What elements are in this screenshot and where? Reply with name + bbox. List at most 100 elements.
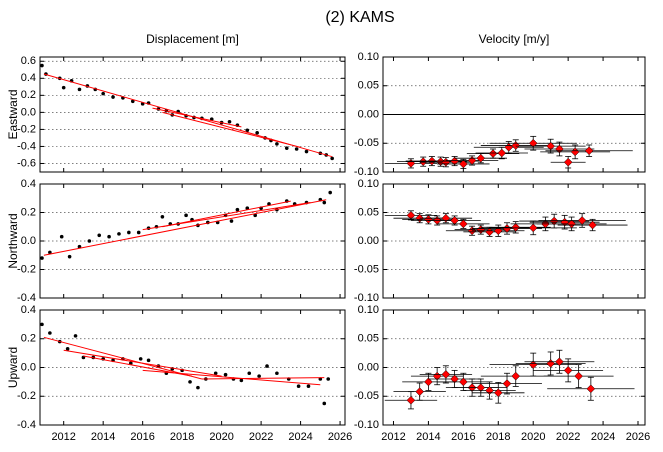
x-tick-label: 2024 bbox=[288, 431, 312, 443]
y-tick-label: -0.05 bbox=[354, 263, 379, 275]
x-tick-label: 2018 bbox=[486, 431, 510, 443]
x-tick-label: 2026 bbox=[626, 431, 650, 443]
data-point bbox=[265, 364, 269, 368]
fit-line bbox=[201, 377, 325, 380]
y-tick-label: 0.6 bbox=[21, 55, 36, 67]
data-point bbox=[65, 347, 70, 351]
plot-frame bbox=[39, 309, 346, 426]
velocity-marker bbox=[549, 216, 559, 226]
data-point bbox=[160, 214, 165, 219]
velocity-marker bbox=[588, 220, 597, 230]
fit-line bbox=[162, 111, 301, 148]
data-point bbox=[245, 128, 250, 133]
x-tick-label: 2022 bbox=[249, 431, 273, 443]
plot-frame bbox=[382, 56, 646, 173]
data-point bbox=[59, 234, 64, 239]
data-point bbox=[330, 156, 334, 161]
velocity-marker bbox=[458, 377, 468, 387]
y-tick-label: 0.0 bbox=[21, 361, 36, 373]
data-point bbox=[255, 131, 259, 135]
plot-frame bbox=[382, 183, 646, 299]
plot-frame bbox=[382, 309, 646, 426]
x-tick-label: 2020 bbox=[209, 431, 233, 443]
velocity-marker bbox=[563, 366, 573, 375]
fit-line bbox=[152, 107, 242, 128]
data-point bbox=[40, 256, 44, 260]
data-point bbox=[77, 244, 82, 249]
velocity-marker bbox=[493, 388, 503, 398]
velocity-marker bbox=[488, 149, 498, 158]
y-tick-label: 0.0 bbox=[21, 106, 36, 118]
y-tick-label: -0.05 bbox=[354, 137, 379, 149]
x-tick-label: 2026 bbox=[328, 431, 352, 443]
y-tick-label: 0.4 bbox=[21, 72, 36, 84]
velocity-marker bbox=[586, 384, 596, 394]
data-point bbox=[111, 95, 115, 99]
y-axis-label: Eastward bbox=[6, 89, 20, 139]
y-tick-label: 0.05 bbox=[358, 333, 379, 345]
data-point bbox=[253, 213, 257, 218]
y-axis-label: Northward bbox=[6, 213, 20, 268]
velocity-marker bbox=[441, 370, 451, 379]
data-point bbox=[322, 200, 327, 205]
data-point bbox=[136, 230, 141, 235]
velocity-marker bbox=[584, 146, 594, 156]
velocity-marker bbox=[450, 374, 459, 384]
velocity-marker bbox=[577, 216, 587, 225]
data-point bbox=[40, 63, 44, 68]
data-point bbox=[296, 384, 301, 388]
y-tick-label: 0.2 bbox=[21, 89, 36, 101]
velocity-marker bbox=[528, 223, 538, 233]
data-point bbox=[306, 384, 311, 388]
velocity-marker bbox=[555, 357, 564, 367]
data-point bbox=[77, 87, 82, 92]
velocity-marker bbox=[450, 156, 459, 166]
data-point bbox=[138, 357, 143, 361]
y-tick-label: 0.00 bbox=[358, 235, 379, 247]
data-point bbox=[227, 119, 232, 124]
data-point bbox=[48, 331, 52, 335]
x-tick-label: 2014 bbox=[416, 431, 440, 443]
y-tick-label: 0.05 bbox=[358, 206, 379, 218]
data-point bbox=[117, 232, 121, 236]
x-tick-label: 2016 bbox=[451, 431, 475, 443]
data-point bbox=[196, 385, 200, 390]
y-tick-label: 0.4 bbox=[21, 178, 36, 190]
figure-title: (2) KAMS bbox=[325, 9, 394, 26]
data-point bbox=[40, 322, 44, 327]
data-point bbox=[213, 371, 218, 376]
y-tick-label: 0.00 bbox=[358, 361, 379, 373]
y-tick-label: 0.10 bbox=[358, 178, 379, 190]
velocity-marker bbox=[476, 153, 486, 163]
y-tick-label: 0.10 bbox=[358, 51, 379, 63]
data-point bbox=[127, 230, 131, 235]
plot-frame bbox=[39, 183, 346, 299]
y-tick-label: -0.6 bbox=[17, 157, 36, 169]
data-point bbox=[304, 149, 309, 154]
x-tick-label: 2024 bbox=[591, 431, 615, 443]
panel-title: Displacement [m] bbox=[146, 32, 239, 46]
velocity-marker bbox=[546, 141, 556, 151]
y-tick-label: 0.2 bbox=[21, 206, 36, 218]
data-point bbox=[48, 250, 52, 255]
x-tick-label: 2016 bbox=[130, 431, 154, 443]
velocity-marker bbox=[528, 138, 538, 148]
data-point bbox=[223, 372, 228, 377]
data-point bbox=[328, 190, 332, 195]
x-tick-label: 2018 bbox=[170, 431, 194, 443]
x-tick-label: 2012 bbox=[381, 431, 405, 443]
velocity-marker bbox=[511, 222, 521, 232]
data-point bbox=[184, 213, 188, 218]
velocity-marker bbox=[476, 383, 486, 392]
fit-line bbox=[83, 355, 193, 377]
data-point bbox=[101, 91, 105, 96]
fit-line bbox=[63, 349, 222, 377]
data-point bbox=[129, 361, 133, 365]
velocity-marker bbox=[415, 387, 425, 397]
velocity-marker bbox=[502, 379, 512, 388]
y-tick-label: -0.4 bbox=[17, 140, 36, 152]
x-tick-label: 2012 bbox=[51, 431, 75, 443]
data-point bbox=[294, 147, 299, 151]
velocity-marker bbox=[574, 371, 583, 381]
y-tick-label: -0.2 bbox=[17, 263, 36, 275]
